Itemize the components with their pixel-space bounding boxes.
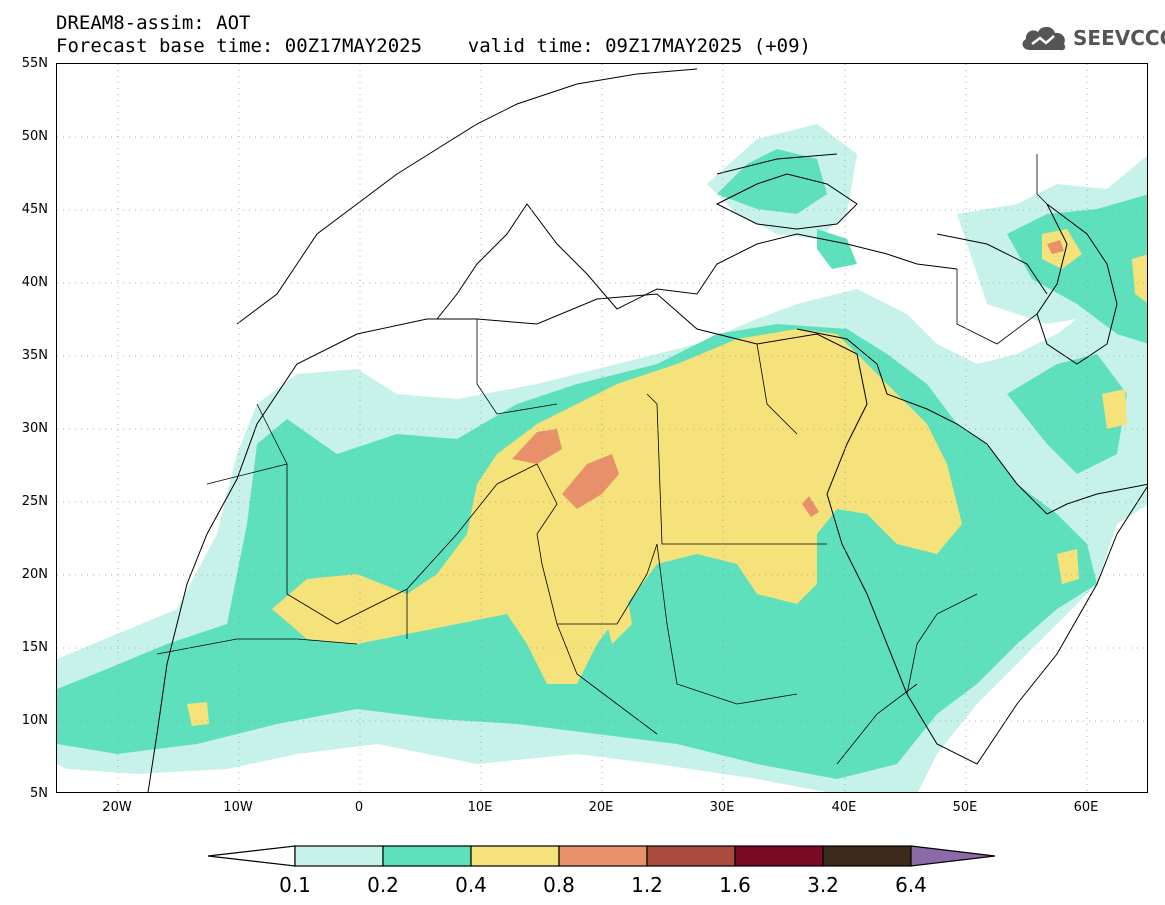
lon-label: 20W [102, 800, 132, 815]
lon-label: 40E [831, 800, 857, 815]
colorbar-label: 1.2 [631, 873, 663, 897]
aot-contour-0.4 [187, 229, 1147, 726]
aot-map [56, 63, 1148, 793]
lat-label: 35N [21, 348, 48, 363]
colorbar-label: 0.4 [455, 873, 487, 897]
lat-label: 5N [30, 786, 48, 801]
colorbar-bin [558, 845, 648, 867]
colorbar-label: 1.6 [719, 873, 751, 897]
colorbar-bin [646, 845, 736, 867]
forecast-time-subtitle: Forecast base time: 00Z17MAY2025 valid t… [56, 35, 811, 57]
seevccc-logo: SEEVCCC [1018, 22, 1165, 56]
coastlines [147, 68, 1147, 792]
colorbar-bin [382, 845, 472, 867]
map-canvas [57, 64, 1147, 792]
lat-label: 20N [21, 567, 48, 582]
lat-label: 15N [21, 640, 48, 655]
lat-label: 25N [21, 494, 48, 509]
colorbar-label: 0.1 [279, 873, 311, 897]
lat-label: 45N [21, 202, 48, 217]
lat-label: 55N [21, 56, 48, 71]
lon-label: 30E [709, 800, 735, 815]
lon-label: 10E [467, 800, 493, 815]
colorbar-bin [294, 845, 384, 867]
lat-label: 40N [21, 275, 48, 290]
cloud-icon [1022, 26, 1066, 51]
colorbar-over-triangle [910, 845, 996, 867]
lon-label: 60E [1073, 800, 1099, 815]
lat-label: 10N [21, 713, 48, 728]
lon-label: 0 [354, 800, 364, 815]
colorbar-label: 0.2 [367, 873, 399, 897]
colorbar-bin [734, 845, 824, 867]
aot-contour-0.8 [512, 240, 1064, 517]
chart-title: DREAM8-assim: AOT [56, 12, 251, 34]
colorbar-under-triangle [207, 845, 296, 867]
lon-label: 20E [588, 800, 614, 815]
lat-label: 50N [21, 129, 48, 144]
colorbar-bin [470, 845, 560, 867]
aot-colorbar [207, 845, 996, 867]
lat-label: 30N [21, 421, 48, 436]
colorbar-label: 0.8 [543, 873, 575, 897]
colorbar-label: 6.4 [895, 873, 927, 897]
logo-wordmark: SEEVCCC [1073, 26, 1165, 50]
lon-label: 50E [952, 800, 978, 815]
country-borders [156, 154, 1048, 765]
graticule [57, 64, 1147, 792]
lon-label: 10W [223, 800, 253, 815]
colorbar-label: 3.2 [807, 873, 839, 897]
colorbar-bin [822, 845, 912, 867]
